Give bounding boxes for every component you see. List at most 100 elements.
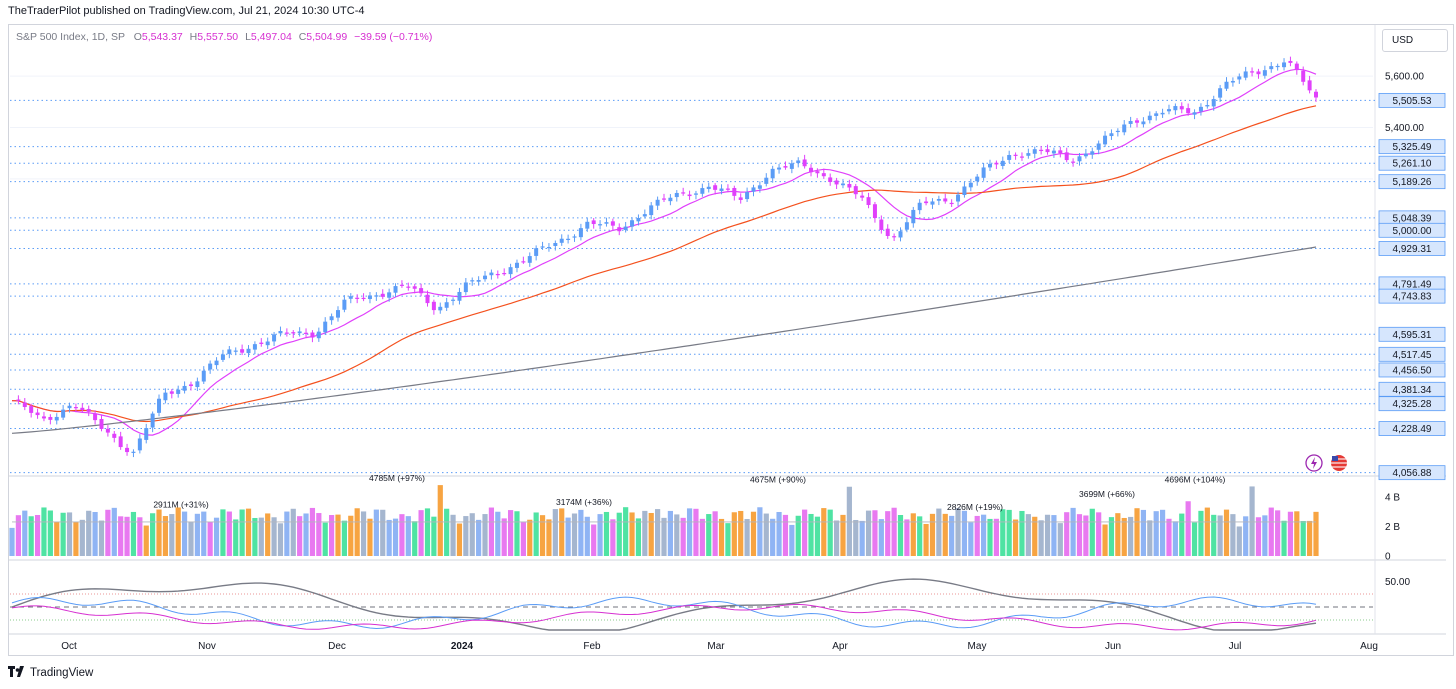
- volume-bar: [1012, 519, 1019, 556]
- candle-body: [514, 262, 519, 268]
- price-level-label-bg: [1378, 155, 1446, 171]
- volume-bar: [1032, 516, 1038, 556]
- volume-bar: [974, 515, 980, 556]
- candle-body: [636, 217, 641, 222]
- candle-body: [566, 238, 571, 240]
- volume-bar: [1268, 507, 1274, 556]
- volume-bar: [546, 519, 552, 556]
- candle-body: [48, 416, 53, 420]
- candle-body: [1051, 150, 1056, 154]
- volume-bar: [949, 515, 955, 556]
- volume-bar: [399, 514, 405, 556]
- volume-bar: [936, 508, 942, 556]
- time-axis-tick: Nov: [198, 641, 216, 652]
- volume-bar: [1121, 517, 1127, 556]
- candle-body: [534, 248, 539, 256]
- us-flag-icon[interactable]: [1331, 455, 1347, 471]
- volume-bar: [1287, 511, 1294, 556]
- volume-bar: [1179, 513, 1185, 556]
- candle-body: [904, 222, 909, 230]
- candle-body: [1301, 70, 1306, 82]
- volume-bar: [380, 509, 386, 556]
- volume-bar: [1057, 523, 1063, 556]
- volume-bar: [98, 520, 105, 556]
- candle-body: [745, 192, 750, 200]
- time-axis-tick: Aug: [1360, 641, 1378, 652]
- candle-body: [1179, 106, 1184, 110]
- candle-body: [1019, 156, 1024, 158]
- volume-bar: [188, 521, 194, 556]
- volume-bar: [674, 514, 680, 556]
- candle-body: [847, 183, 852, 188]
- price-level-label-bg: [1378, 465, 1446, 481]
- candle-body: [1218, 88, 1223, 98]
- volume-bar: [271, 517, 277, 556]
- volume-bar: [904, 519, 910, 556]
- volume-axis-tick: 4 B: [1385, 492, 1400, 503]
- osc-gray-line: [11, 578, 1317, 631]
- candle-body: [182, 385, 187, 391]
- candle-body: [54, 416, 59, 421]
- candle-body: [176, 389, 181, 394]
- volume-bar: [667, 510, 673, 556]
- volume-bar: [118, 516, 124, 556]
- candle-body: [1026, 153, 1031, 156]
- candle-body: [655, 199, 660, 206]
- volume-bar: [1134, 508, 1140, 556]
- candle-body: [994, 162, 999, 165]
- volume-bar: [1294, 511, 1300, 556]
- volume-bar: [565, 517, 571, 556]
- candle-body: [29, 406, 34, 413]
- volume-bar: [853, 519, 859, 556]
- candle-body: [591, 220, 596, 225]
- volume-bar: [28, 516, 34, 556]
- tradingview-footer[interactable]: TradingView: [8, 666, 93, 680]
- volume-bar: [1211, 514, 1217, 556]
- volume-bar: [699, 518, 705, 556]
- legend-low-label: L: [245, 31, 251, 43]
- price-level-label-bg: [1378, 346, 1446, 362]
- volume-bar: [610, 519, 616, 556]
- volume-bar: [60, 512, 66, 556]
- price-level-label-bg: [1378, 92, 1446, 108]
- candle-body: [252, 344, 257, 350]
- candle-body: [630, 220, 635, 227]
- volume-bar: [1153, 511, 1159, 556]
- candle-body: [943, 198, 948, 202]
- volume-bar: [130, 511, 137, 556]
- volume-bar: [1230, 514, 1236, 556]
- candle-body: [962, 186, 967, 196]
- candle-body: [272, 334, 277, 342]
- candle-body: [1007, 155, 1012, 160]
- candle-body: [956, 194, 961, 202]
- volume-bar: [1300, 520, 1306, 556]
- candle-body: [367, 295, 372, 300]
- candle-body: [1071, 161, 1076, 163]
- candle-body: [304, 332, 309, 334]
- volume-bar: [79, 519, 85, 556]
- candle-body: [438, 306, 443, 311]
- candle-body: [227, 349, 232, 354]
- currency-button[interactable]: USD: [1382, 29, 1448, 52]
- volume-bar: [1313, 511, 1319, 556]
- candle-body: [770, 168, 775, 179]
- candle-body: [546, 247, 551, 249]
- volume-bar: [1243, 516, 1249, 556]
- candle-body: [757, 185, 762, 189]
- volume-bar: [41, 507, 47, 556]
- candle-body: [610, 221, 615, 226]
- volume-bar: [744, 519, 750, 556]
- candle-body: [502, 272, 507, 275]
- candle-body: [1115, 130, 1120, 133]
- volume-bar: [1000, 509, 1006, 556]
- price-level-label: 4,325.28: [1393, 399, 1432, 410]
- legend-change: −39.59 (−0.71%): [354, 31, 433, 43]
- candle-body: [527, 256, 532, 263]
- volume-bar: [981, 514, 987, 556]
- volume-bar: [578, 509, 584, 556]
- candle-body: [917, 202, 922, 211]
- candle-body: [821, 173, 826, 177]
- lightning-icon[interactable]: [1305, 454, 1323, 472]
- volume-bar: [469, 513, 475, 556]
